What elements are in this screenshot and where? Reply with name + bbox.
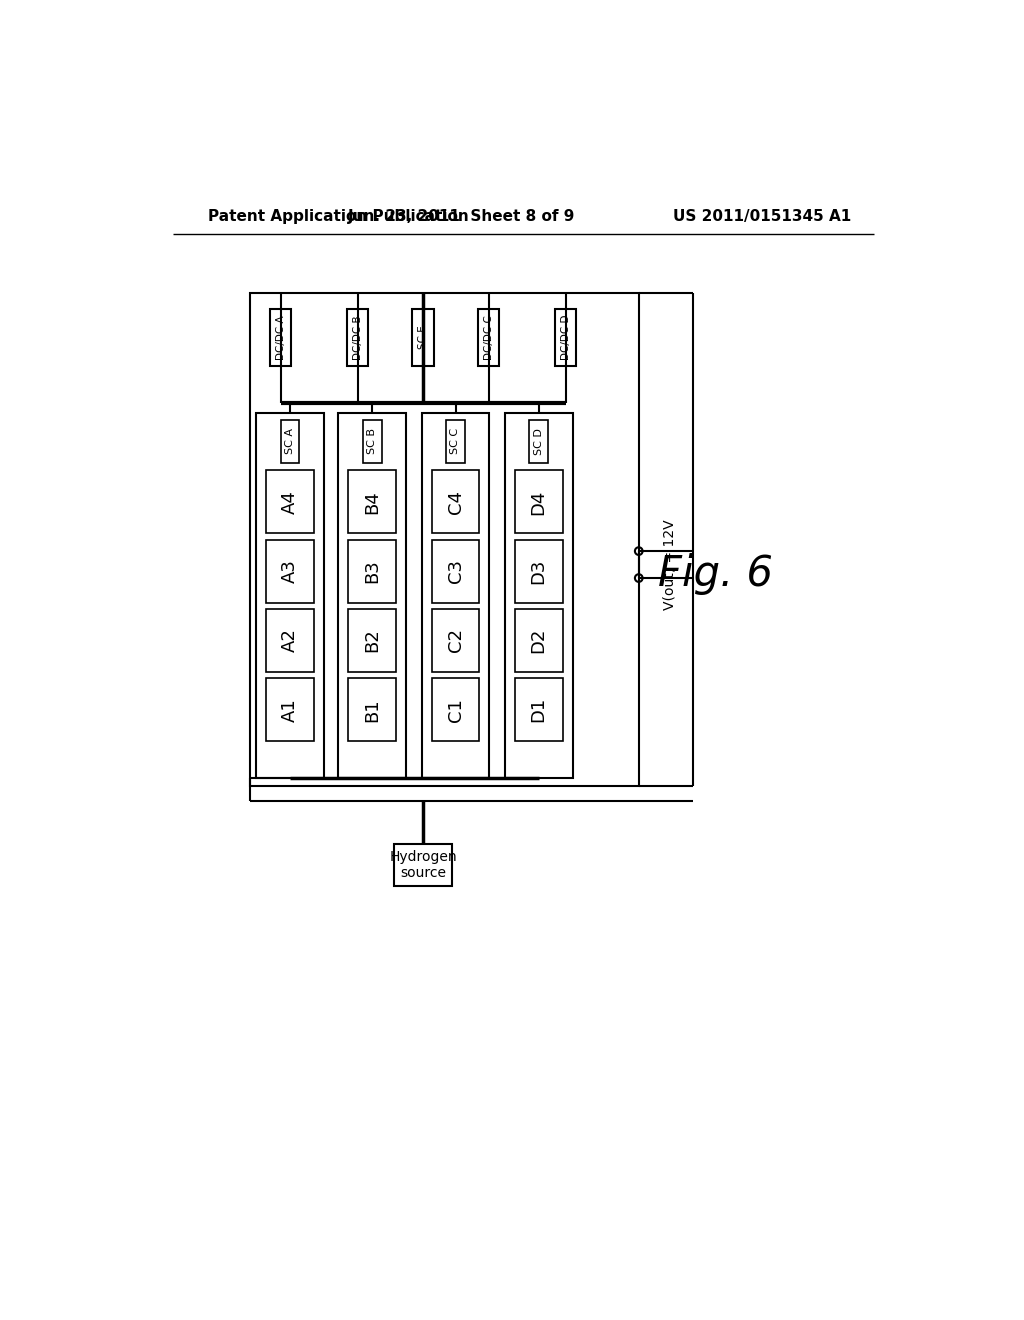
Text: Fig. 6: Fig. 6 — [658, 553, 773, 595]
Bar — [270, 309, 292, 367]
Text: A3: A3 — [281, 560, 299, 583]
Bar — [394, 843, 452, 886]
Text: D4: D4 — [529, 490, 548, 515]
Text: D2: D2 — [529, 628, 548, 653]
Bar — [364, 420, 382, 462]
Bar — [432, 609, 479, 672]
Bar — [348, 609, 396, 672]
Text: B2: B2 — [364, 628, 381, 652]
Text: D1: D1 — [529, 697, 548, 722]
Bar — [256, 412, 324, 779]
Text: US 2011/0151345 A1: US 2011/0151345 A1 — [673, 209, 851, 223]
Bar — [266, 609, 313, 672]
Bar — [266, 678, 313, 742]
Text: SC B: SC B — [368, 429, 377, 454]
Text: SC A: SC A — [285, 429, 295, 454]
Text: Patent Application Publication: Patent Application Publication — [208, 209, 468, 223]
Text: B3: B3 — [364, 560, 381, 583]
Text: SC C: SC C — [451, 428, 461, 454]
Bar — [413, 309, 434, 367]
Bar — [348, 678, 396, 742]
Text: B4: B4 — [364, 490, 381, 513]
Bar — [250, 293, 639, 785]
Bar — [446, 420, 465, 462]
Text: A1: A1 — [281, 698, 299, 722]
Text: C3: C3 — [446, 560, 465, 583]
Text: DC/DC C: DC/DC C — [483, 315, 494, 360]
Bar — [515, 470, 562, 533]
Bar — [432, 678, 479, 742]
Text: SC D: SC D — [534, 428, 544, 455]
Bar — [422, 412, 489, 779]
Bar — [515, 678, 562, 742]
Text: DC/DC B: DC/DC B — [352, 315, 362, 360]
Text: C1: C1 — [446, 698, 465, 722]
Text: A2: A2 — [281, 628, 299, 652]
Text: DC/DC D: DC/DC D — [560, 314, 570, 360]
Text: B1: B1 — [364, 698, 381, 722]
Bar — [529, 420, 548, 462]
Text: DC/DC A: DC/DC A — [275, 315, 286, 360]
Text: D3: D3 — [529, 558, 548, 583]
Bar — [432, 540, 479, 603]
Bar — [266, 470, 313, 533]
Bar — [555, 309, 577, 367]
Bar — [266, 540, 313, 603]
Bar — [478, 309, 500, 367]
Text: Jun. 23, 2011  Sheet 8 of 9: Jun. 23, 2011 Sheet 8 of 9 — [348, 209, 575, 223]
Bar — [281, 420, 299, 462]
Bar — [432, 470, 479, 533]
Bar — [348, 470, 396, 533]
Text: Hydrogen
source: Hydrogen source — [389, 850, 457, 880]
Bar — [505, 412, 572, 779]
Bar — [339, 412, 407, 779]
Bar — [515, 540, 562, 603]
Text: A4: A4 — [281, 490, 299, 513]
Text: C4: C4 — [446, 490, 465, 513]
Text: V(out) = 12V: V(out) = 12V — [663, 519, 677, 610]
Text: C2: C2 — [446, 628, 465, 652]
Text: SC E: SC E — [418, 326, 428, 350]
Bar — [515, 609, 562, 672]
Bar — [348, 540, 396, 603]
Bar — [347, 309, 369, 367]
